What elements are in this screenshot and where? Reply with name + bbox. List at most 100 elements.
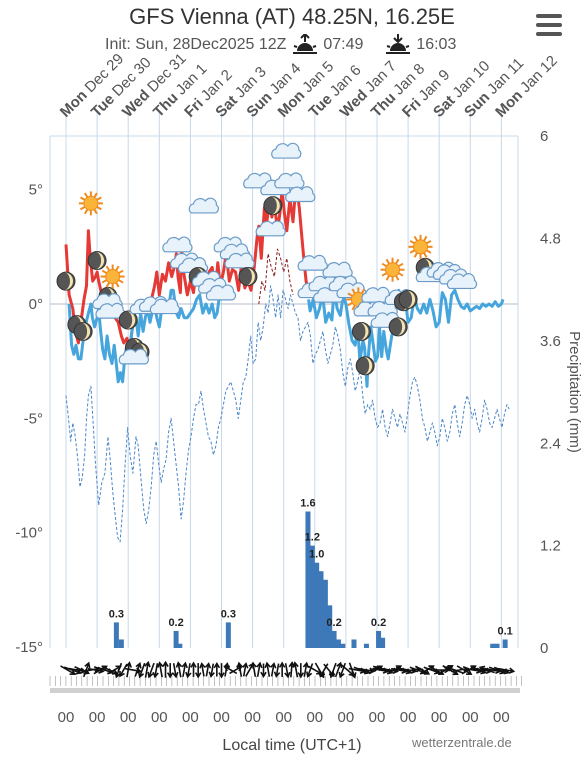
x-tick-label: 00 [369,709,386,726]
wind-head [152,671,159,679]
hamburger-menu-icon[interactable] [536,14,562,36]
wind-head [172,671,179,679]
precip-bar [113,622,119,648]
wind-arrow [302,661,310,677]
moon-icon [87,251,107,271]
sun-ray [79,206,86,211]
precip-tick-label: 0 [540,640,548,657]
wind-arrow [284,663,291,679]
x-tick-label: 00 [182,709,199,726]
wind-head [175,661,183,668]
sun-disc [83,195,99,211]
wind-head [218,672,225,679]
sun-ray [398,262,404,268]
sun-ray [351,304,356,311]
wind-shaft [330,662,337,678]
precip-tick-label: 1.2 [540,538,561,555]
wind-head [292,661,299,668]
wind-head [350,672,357,679]
wind-shaft [456,665,472,675]
wind-shaft [319,663,329,677]
sun-ray [413,235,418,242]
wind-shaft [186,663,191,677]
wind-shaft [242,663,247,677]
wind-arrow [334,661,343,678]
moon-crescent [270,196,280,215]
wind-shaft [395,666,411,674]
wind-arrow [338,662,347,679]
precip-data-label: 1.0 [309,549,324,561]
sun-ray [115,265,120,271]
precip-bar [327,605,333,648]
wind-arrow [60,665,76,675]
precip-axis-title: Precipitation (mm) [566,331,583,453]
sunrise-time: 07:49 [323,36,364,53]
wind-head [144,660,151,668]
precip-data-label: 0.2 [326,617,341,629]
wind-arrow [82,661,91,678]
sun-ray [105,282,111,288]
sun-disc [385,262,401,278]
sun-ray [423,235,428,242]
wind-shaft [290,662,293,678]
cloud-icon [162,236,193,253]
moon-icon [118,310,138,330]
wind-arrow [329,662,337,679]
cloud-icon [149,298,181,315]
wind-shaft [256,663,261,677]
moon-crescent [81,322,91,341]
temperature-tick-label: -5° [24,410,43,427]
wind-arrow [256,661,263,677]
precip-tick-label: 2.4 [540,435,561,452]
wind-head [250,661,257,669]
wind-head [338,671,345,679]
precip-bar [177,643,183,648]
sun-icon [78,191,103,216]
wind-arrow [456,665,473,675]
wind-shaft [266,663,271,677]
wind-shaft [339,662,347,678]
wind-shaft [60,665,75,675]
sun-ray [385,275,390,281]
wind-arrow [348,662,357,679]
wind-arrow [152,663,159,679]
wind-arrow [223,665,238,675]
series-t_cold_early [67,288,222,384]
wind-head [329,671,336,679]
precip-bar [331,630,337,648]
precip-bar [118,639,124,648]
cloud-shape [205,284,237,301]
wind-arrow [250,661,257,677]
sun-ray [351,288,356,294]
precip-bar [340,643,346,648]
sun-ray [84,192,89,198]
wind-shaft [148,662,155,678]
wind-shaft [182,663,187,677]
cloud-shape [224,252,255,269]
cloud-icon [118,348,149,365]
precip-bar [335,639,341,648]
wind-head [194,672,202,679]
wind-shaft [275,663,280,677]
x-tick-label: 00 [58,709,75,726]
precip-bar [173,630,179,648]
sun-disc [413,239,429,255]
wind-arrow [194,663,202,679]
wind-head [135,662,142,669]
wind-head [204,662,212,669]
moon-crescent [406,290,416,309]
wind-arrow [445,665,464,674]
wind-shaft [363,666,379,674]
sun-ray [96,206,102,211]
cloud-shape [271,142,302,159]
wind-shaft [252,663,257,677]
moon-crescent [126,311,136,330]
wind-head [236,661,243,669]
x-axis-title: Local time (UTC+1) [222,737,362,754]
precip-tick-label: 6 [540,128,548,145]
cloud-shape [118,348,149,365]
precipitation-bars: 0.3 0.2 0.3 1.6 1.2 1.0 0.2 0.2 0.1 [109,498,513,648]
wind-arrow [242,662,249,677]
x-tick-label: 00 [306,709,323,726]
